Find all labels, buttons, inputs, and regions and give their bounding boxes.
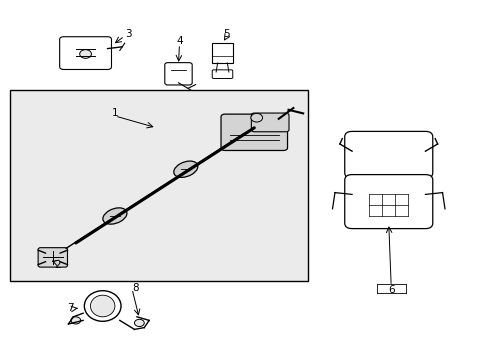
Circle shape	[250, 113, 262, 122]
Text: 1: 1	[111, 108, 118, 118]
Text: 8: 8	[132, 283, 139, 293]
Text: 2: 2	[54, 260, 61, 270]
Text: 5: 5	[223, 29, 229, 39]
Circle shape	[71, 317, 81, 324]
FancyBboxPatch shape	[344, 131, 432, 178]
Ellipse shape	[173, 161, 198, 177]
FancyBboxPatch shape	[251, 113, 288, 132]
FancyBboxPatch shape	[212, 70, 232, 78]
FancyBboxPatch shape	[60, 37, 111, 69]
Ellipse shape	[102, 208, 127, 224]
Text: 7: 7	[67, 303, 74, 313]
Circle shape	[134, 319, 144, 327]
FancyBboxPatch shape	[221, 114, 287, 150]
FancyBboxPatch shape	[344, 175, 432, 229]
FancyBboxPatch shape	[211, 43, 233, 63]
Circle shape	[80, 50, 91, 58]
FancyBboxPatch shape	[10, 90, 307, 281]
Text: 4: 4	[176, 36, 183, 46]
Ellipse shape	[90, 295, 115, 317]
Text: 6: 6	[387, 285, 394, 295]
Ellipse shape	[84, 291, 121, 321]
FancyBboxPatch shape	[164, 63, 192, 85]
Text: 3: 3	[124, 29, 131, 39]
FancyBboxPatch shape	[38, 248, 67, 267]
